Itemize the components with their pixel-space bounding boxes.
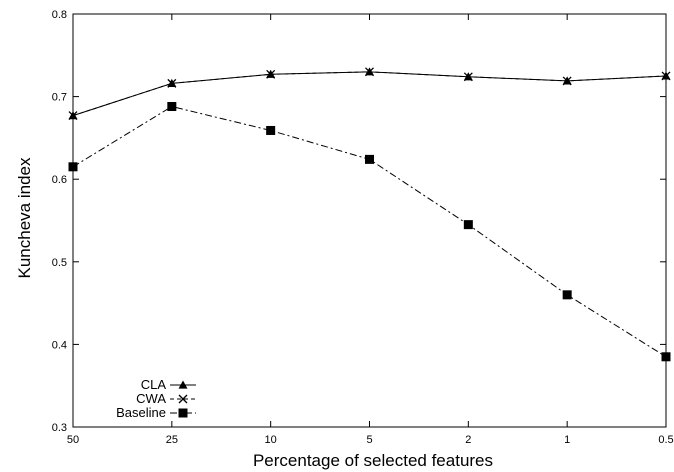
legend-label-cla: CLA <box>141 377 167 392</box>
marker-stroke <box>266 69 276 79</box>
y-tick-label: 0.4 <box>52 339 67 351</box>
data-point-cwa <box>266 69 276 79</box>
axes: 0.3 0.4 0.5 0.6 0.7 0.8 50 25 10 5 2 1 0.5 <box>52 9 674 446</box>
data-point-baseline <box>266 125 276 135</box>
marker-stroke <box>661 71 671 81</box>
data-point-baseline <box>562 290 572 300</box>
series-group <box>68 67 671 362</box>
marker-stroke <box>167 78 177 88</box>
data-point-cwa <box>661 71 671 81</box>
x-tick-label: 2 <box>465 434 471 446</box>
series-line-cla <box>72 71 667 117</box>
x-tick-label: 25 <box>166 434 178 446</box>
x-tick-label: 0.5 <box>658 434 673 446</box>
data-point-cwa <box>562 76 572 86</box>
marker-stroke <box>365 67 374 77</box>
y-tick-label: 0.6 <box>52 174 67 186</box>
y-tick-label: 0.3 <box>52 422 67 434</box>
y-axis-title: Kuncheva index <box>15 157 34 278</box>
data-point-baseline <box>167 102 177 112</box>
series-line-baseline <box>72 105 667 358</box>
y-tick-label: 0.8 <box>52 9 67 21</box>
series-baseline <box>68 102 671 362</box>
data-point-baseline <box>365 154 374 164</box>
series-cwa <box>68 67 671 121</box>
x-tick-label: 10 <box>265 434 277 446</box>
marker-stroke <box>562 76 572 86</box>
data-point-baseline <box>661 352 671 362</box>
marker-stroke <box>463 72 473 82</box>
legend-marker-cwa <box>178 394 188 404</box>
x-axis-title: Percentage of selected features <box>253 451 493 470</box>
series-cla <box>68 67 671 120</box>
data-point-cwa <box>463 72 473 82</box>
marker-stroke <box>178 394 188 404</box>
data-point-cwa <box>167 78 177 88</box>
legend-marker-cla <box>178 380 188 389</box>
y-tick-label: 0.5 <box>52 257 67 269</box>
legend-label-cwa: CWA <box>136 391 166 406</box>
legend-marker-baseline <box>178 408 188 418</box>
data-point-baseline <box>68 162 78 172</box>
x-tick-label: 1 <box>564 434 570 446</box>
y-tick-label: 0.7 <box>52 92 67 104</box>
plot-frame <box>72 13 667 428</box>
x-tick-label: 50 <box>67 434 79 446</box>
marker-stroke <box>68 111 78 121</box>
legend-label-baseline: Baseline <box>116 405 166 420</box>
data-point-baseline <box>463 220 473 230</box>
data-point-cwa <box>365 67 374 77</box>
series-line-cwa <box>72 71 667 117</box>
x-tick-label: 5 <box>366 434 372 446</box>
data-point-cwa <box>68 111 78 121</box>
